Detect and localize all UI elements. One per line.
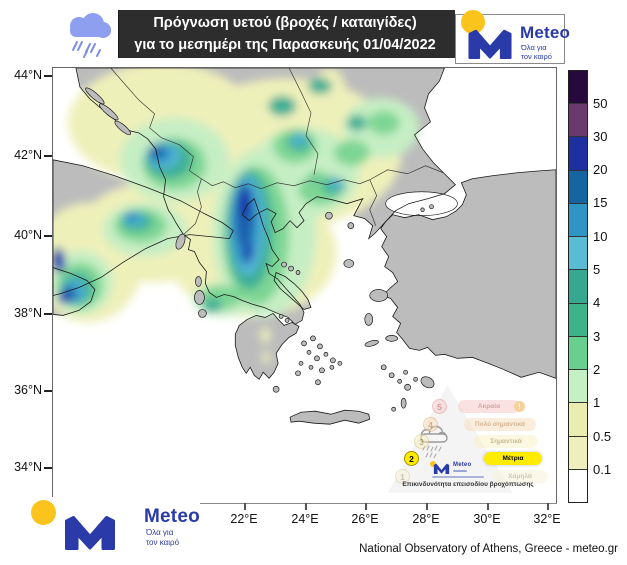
meteo-wordmark: Meteo [453,462,472,468]
lon-label-24e: 24°E [291,512,319,526]
lon-tick [305,503,307,510]
rain-cloud-icon-glyph [70,13,111,58]
page-title: Πρόγνωση υετού (βροχές / καταιγίδες) για… [76,12,435,57]
header-title-bar: Πρόγνωση υετού (βροχές / καταιγίδες) για… [57,10,455,58]
meteo-logo-bottom: Meteo Όλα για τον καιρό [30,497,200,557]
risk-level-3-number: 3 [414,434,429,449]
title-line-1: Πρόγνωση υετού (βροχές / καταιγίδες) [153,14,417,31]
colorbar-tick-20: 20 [593,162,608,177]
colorbar-tick-10: 10 [593,229,608,244]
peloponnese [235,313,300,380]
colorbar-segment [569,203,587,238]
colorbar-segment [569,237,587,271]
colorbar-tick-3: 3 [593,329,601,344]
rain-cloud-icon [57,10,119,58]
meteo-m-icon [468,29,512,59]
crete-island [290,410,370,425]
colorbar-segment [569,71,587,105]
lat-tick [44,75,52,77]
meteo-tagline: Όλα για τον καιρό [146,528,180,547]
attribution-text: National Observatory of Athens, Greece -… [359,543,618,555]
warning-icon: ! [514,401,525,412]
colorbar-segment [569,436,587,470]
lat-label-34n: 34°N [14,460,42,474]
lon-tick [244,503,246,510]
country-borders [110,67,444,235]
lat-label-38n: 38°N [14,306,42,320]
colorbar-segment [569,403,587,437]
risk-level-legend: 5 Ακραία ! 4 Πολύ σημαντικά 3 Σημαντικά … [388,384,556,496]
meteo-sun-icon [430,461,436,467]
lat-tick [44,467,52,469]
risk-level-5-label: Ακραία [458,400,520,413]
lat-label-44n: 44°N [14,68,42,82]
colorbar-segment [569,170,587,204]
risk-level-4-number: 4 [423,417,438,432]
colorbar-segment [569,104,587,138]
colorbar-segment [569,336,587,371]
meteo-logo-mini: Meteo [430,460,490,480]
colorbar-tick-0-1: 0.1 [593,462,612,477]
lat-tick [44,313,52,315]
meteo-wordmark: Meteo [520,23,571,42]
meteo-sun-icon [31,500,56,525]
lon-tick [547,503,549,510]
lon-label-30e: 30°E [473,512,501,526]
lat-tick [44,390,52,392]
risk-level-3-label: Σημαντικά [474,435,538,448]
risk-level-2-label: Μέτρια [484,452,542,465]
meteo-m-icon [433,463,450,474]
colorbar-tick-5: 5 [593,262,601,277]
risk-level-4-label: Πολύ σημαντικά [464,418,536,431]
precipitation-colorbar [568,70,588,503]
lon-label-28e: 28°E [412,512,440,526]
colorbar-segment [569,303,587,337]
colorbar-tick-4: 4 [593,295,601,310]
turkey-anatolia [380,169,556,379]
sea-of-marmara [385,191,458,217]
precipitation-layer [33,63,420,364]
mini-attribution-micro [432,476,484,478]
colorbar-segment [569,370,587,404]
colorbar-tick-15: 15 [593,195,608,210]
lon-tick [487,503,489,510]
colorbar-tick-1: 1 [593,395,601,410]
colorbar-tick-0-5: 0.5 [593,429,612,444]
title-line-2: για το μεσημέρι της Παρασκευής 01/04/202… [134,37,436,53]
meteo-logo-top: Meteo Όλα για τον καιρό [455,10,570,64]
lon-label-32e: 32°E [533,512,561,526]
colorbar-segment [569,137,587,171]
lon-label-22e: 22°E [230,512,258,526]
colorbar-segment [569,469,587,503]
islands-layer [85,87,435,412]
risk-legend-caption: Επικινδυνότητα επεισοδίου βροχόπτωσης [402,481,534,488]
meteo-tagline: Όλα για τον καιρό [521,43,552,61]
map-area [33,63,557,503]
colorbar-tick-30: 30 [593,129,608,144]
meteo-tagline-micro [453,470,467,472]
risk-level-1-label: Χαμηλά [492,470,548,483]
risk-level-5-number: 5 [432,399,447,414]
colorbar-segment [569,270,587,304]
lat-tick [44,235,52,237]
lon-label-26e: 26°E [351,512,379,526]
precipitation-map [33,63,557,503]
colorbar-tick-2: 2 [593,362,601,377]
lat-label-36n: 36°N [14,383,42,397]
lon-tick [365,503,367,510]
risk-level-1-number: 1 [395,469,410,484]
lon-tick [426,503,428,510]
meteo-wordmark: Meteo [144,506,200,527]
risk-level-2-number: 2 [404,451,419,466]
meteo-m-icon [65,516,115,550]
meteo-sun-icon [461,10,485,34]
colorbar-tick-50: 50 [593,96,608,111]
x-axis-line [130,503,557,504]
lat-label-42n: 42°N [14,148,42,162]
lat-label-40n: 40°N [14,228,42,242]
lat-tick [44,155,52,157]
